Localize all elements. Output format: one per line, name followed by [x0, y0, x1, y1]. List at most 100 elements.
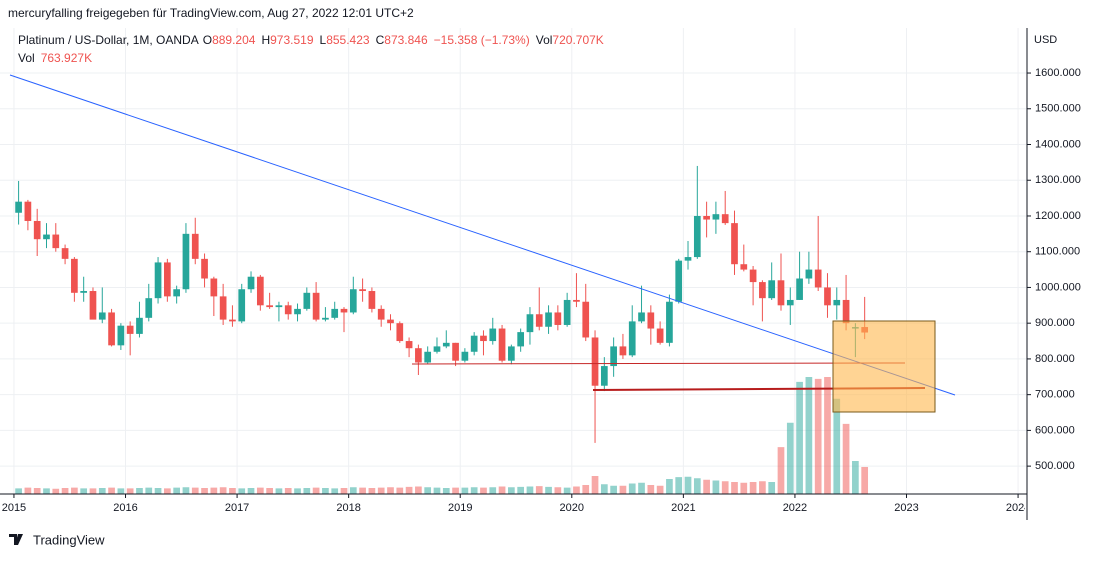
volume-bar: [387, 487, 394, 494]
x-tick-label: 2015: [2, 502, 26, 514]
candle-body: [331, 308, 339, 318]
legend-value: 873.846: [384, 33, 428, 47]
volume-bar: [656, 485, 664, 494]
candle-body: [89, 291, 97, 320]
candle-body: [340, 308, 348, 313]
volume-bar: [126, 488, 134, 494]
candle-body: [619, 346, 627, 356]
volume-bar: [89, 488, 97, 494]
candle-body: [108, 312, 115, 346]
header: mercuryfalling freigegeben für TradingVi…: [8, 6, 414, 20]
candle-body: [61, 248, 69, 259]
candle-body: [721, 214, 729, 224]
volume-bar: [712, 480, 720, 494]
volume-bar: [517, 486, 525, 494]
candle-body: [396, 323, 404, 342]
candle-body: [545, 312, 552, 327]
volume-bar: [526, 486, 534, 494]
volume-bar: [340, 488, 348, 494]
volume-bar: [610, 485, 617, 494]
candle-body: [814, 269, 822, 288]
candle-body: [256, 276, 264, 306]
volume-bar: [740, 482, 748, 494]
volume-bar: [219, 487, 227, 494]
y-tick-label: 1600.000: [1035, 67, 1081, 79]
volume-bar: [814, 378, 822, 494]
x-tick-label: 2020: [560, 502, 584, 514]
volume-bar: [173, 487, 180, 494]
volume-bar: [582, 485, 590, 494]
volume-bar: [424, 487, 432, 494]
y-tick-label: 1000.000: [1035, 281, 1081, 293]
volume-bar: [489, 487, 497, 494]
volume-bar: [693, 478, 701, 494]
volume-bar: [600, 484, 608, 494]
candle-body: [433, 346, 441, 352]
y-tick-label: 1400.000: [1035, 138, 1081, 150]
volume-bar: [108, 487, 115, 494]
candle-body: [452, 342, 459, 361]
volume-bar: [396, 487, 404, 494]
volume-bar: [98, 488, 106, 494]
candle-body: [126, 325, 134, 334]
x-tick-label: 2019: [448, 502, 472, 514]
volume-bar: [442, 488, 450, 494]
legend-value: 889.204: [212, 33, 256, 47]
candle-body: [805, 269, 813, 279]
candle-body: [703, 215, 710, 220]
candle-body: [43, 234, 50, 240]
candle-body: [387, 319, 394, 324]
volume-bar: [294, 488, 301, 494]
volume-bar: [545, 486, 552, 494]
volume-bars: [15, 377, 869, 494]
candle-body: [498, 328, 506, 361]
logo-icon: [9, 534, 23, 545]
candle-body: [535, 314, 543, 327]
volume-bar: [647, 485, 655, 494]
x-tick-label: 2024: [1006, 502, 1030, 514]
volume-bar: [666, 479, 673, 494]
candle-body: [145, 298, 153, 318]
x-tick-label: 2022: [783, 502, 807, 514]
x-tick-label: 2016: [113, 502, 137, 514]
volume-bar: [145, 487, 153, 494]
candle-body: [647, 312, 655, 329]
candle-body: [489, 328, 497, 342]
candle-body: [526, 314, 534, 333]
brand-logo: [9, 534, 23, 545]
candle-body: [405, 341, 413, 349]
volume-bar: [684, 476, 692, 494]
candle-body: [675, 260, 683, 302]
x-tick-label: 2023: [894, 502, 918, 514]
candle-body: [582, 301, 590, 338]
volume-bar: [322, 488, 329, 494]
volume-bar: [591, 476, 599, 494]
volume-bar: [24, 487, 32, 494]
volume-bar: [675, 477, 683, 494]
candle-body: [638, 312, 645, 322]
candle-body: [759, 282, 766, 299]
volume-bar: [628, 483, 636, 494]
volume-bar: [238, 488, 246, 494]
candle-body: [117, 325, 125, 346]
candle-body: [24, 201, 32, 221]
x-tick-label: 2018: [336, 502, 360, 514]
volume-bar: [368, 488, 376, 494]
candle-body: [749, 269, 757, 283]
volume-bar: [405, 486, 413, 494]
legend-key: O: [203, 33, 212, 47]
volume-value: 763.927K: [41, 51, 92, 65]
candle-body: [98, 312, 106, 320]
y-tick-label: 500.000: [1035, 460, 1075, 472]
volume-bar: [312, 487, 320, 494]
volume-bar: [861, 466, 869, 494]
candle-body: [312, 292, 320, 320]
volume-bar: [15, 488, 22, 494]
volume-bar: [573, 486, 580, 494]
volume-bar: [154, 488, 162, 494]
volume-bar: [71, 487, 78, 494]
volume-bar: [461, 487, 469, 494]
volume-bar: [749, 482, 757, 494]
volume-bar: [229, 488, 236, 494]
x-tick-label: 2021: [671, 502, 695, 514]
